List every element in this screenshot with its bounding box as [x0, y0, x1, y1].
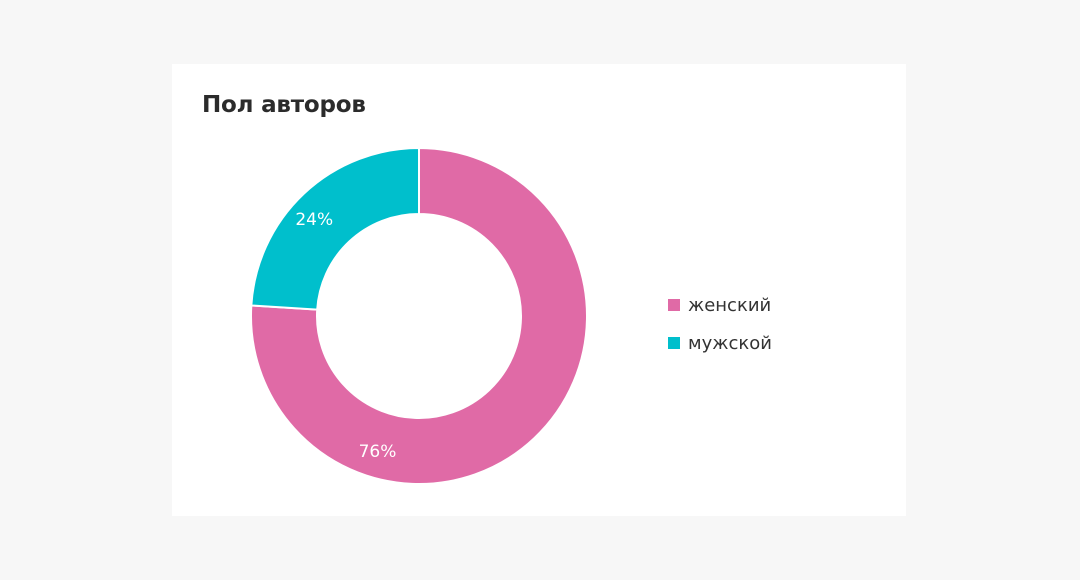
- legend-label-male: мужской: [688, 332, 772, 354]
- legend-label-female: женский: [688, 294, 772, 316]
- slice-value-label-female: 76%: [359, 442, 397, 462]
- donut-slice-male: [250, 146, 420, 311]
- slice-labels: 76% 24%: [295, 210, 396, 462]
- chart-title: Пол авторов: [202, 92, 366, 118]
- slice-value-label-male: 24%: [295, 210, 333, 230]
- legend-swatch-female: [668, 299, 680, 311]
- legend-item-female: женский: [668, 286, 772, 324]
- legend-item-male: мужской: [668, 324, 772, 362]
- chart-card: Пол авторов 76% 24% женский мужской: [172, 64, 906, 516]
- donut-slices: [250, 146, 588, 485]
- donut-chart: 76% 24%: [250, 146, 588, 485]
- legend-swatch-male: [668, 337, 680, 349]
- legend: женский мужской: [668, 286, 772, 362]
- donut-slice-female: [250, 146, 588, 485]
